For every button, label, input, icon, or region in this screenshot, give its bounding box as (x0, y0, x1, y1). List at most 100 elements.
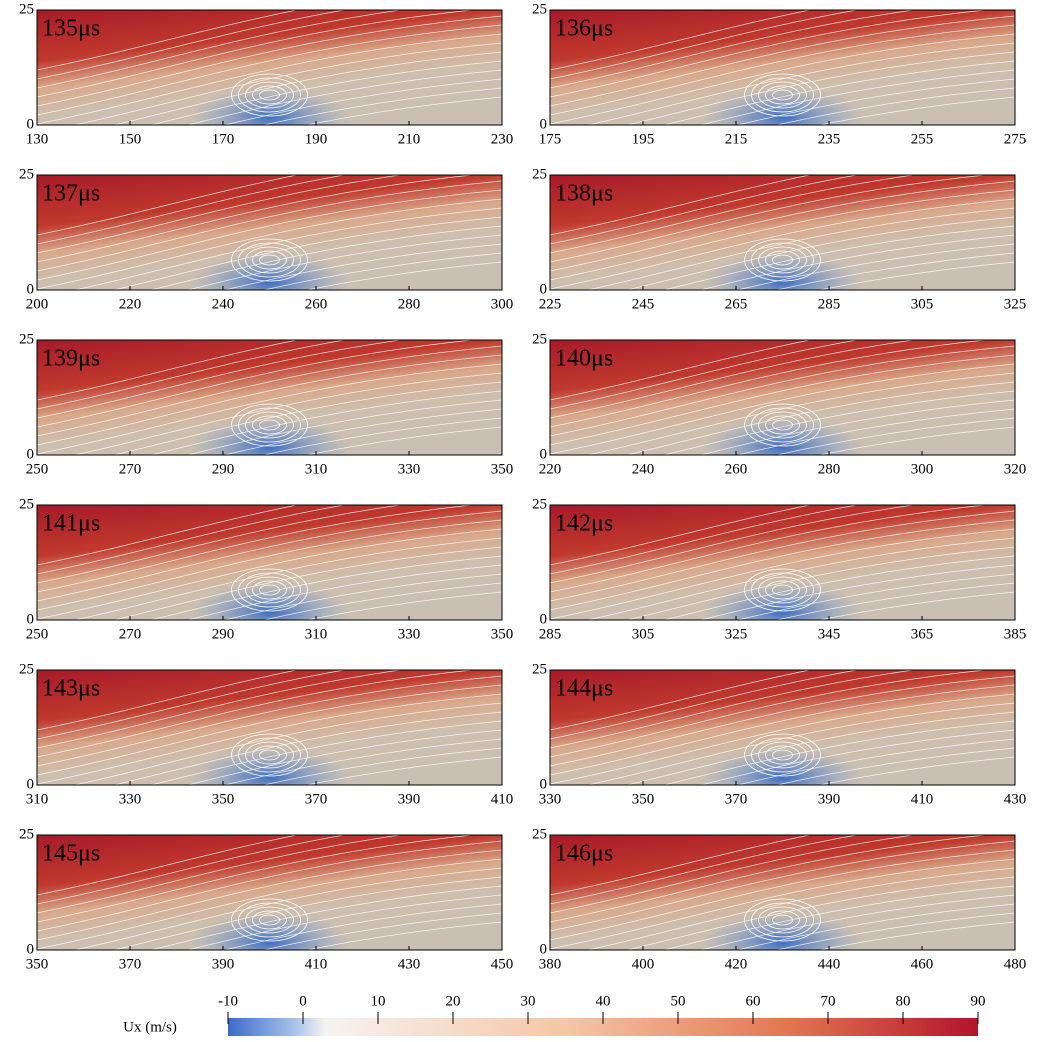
x-tick-label: 350 (491, 626, 514, 642)
y-tick-label: 25 (19, 826, 34, 842)
streamline (37, 340, 404, 419)
streamline (37, 519, 502, 611)
streamline (223, 78, 502, 125)
streamline (37, 835, 347, 905)
vortex-streamline (751, 572, 814, 608)
panel-frame (549, 339, 1016, 456)
x-tick-label: 410 (491, 791, 514, 807)
x-tick-label: 480 (1004, 956, 1027, 972)
vortex-streamline (751, 77, 814, 113)
streamline (37, 354, 502, 446)
y-tick-label: 0 (27, 611, 35, 627)
streamline (550, 670, 860, 740)
x-tick-label: 175 (539, 131, 562, 147)
x-tick-label: 260 (725, 461, 748, 477)
vortex-streamline (231, 733, 308, 777)
x-tick-label: 320 (1004, 461, 1027, 477)
x-tick-label: 270 (119, 626, 142, 642)
streamline (550, 10, 812, 71)
vortex-streamline (252, 250, 287, 270)
streamline (37, 363, 502, 455)
x-tick-label: 400 (632, 956, 655, 972)
x-tick-label: 350 (491, 461, 514, 477)
colorbar-tick-label: 50 (671, 993, 686, 1009)
vortex-streamline (744, 403, 821, 447)
streamline (775, 417, 1015, 455)
vortex-streamline (758, 741, 807, 769)
streamline (37, 849, 502, 941)
x-tick-label: 305 (911, 296, 934, 312)
vortex-streamline (772, 254, 793, 266)
vortex-streamline (751, 902, 814, 938)
streamline (625, 381, 1015, 455)
streamline (112, 876, 502, 950)
streamline (37, 180, 502, 272)
x-tick-label: 325 (725, 626, 748, 642)
streamline (37, 675, 502, 767)
colorbar-tick-label: -10 (218, 993, 238, 1009)
y-tick-label: 0 (540, 611, 548, 627)
colorbar-tick-label: 0 (299, 993, 307, 1009)
vortex-streamline (231, 568, 308, 612)
vortex-streamline (231, 403, 308, 447)
streamline (223, 408, 502, 455)
streamline (37, 175, 404, 254)
vortex-streamline (772, 419, 793, 431)
x-tick-label: 460 (911, 956, 934, 972)
vortex-streamline (758, 81, 807, 109)
y-tick-label: 0 (540, 446, 548, 462)
y-tick-label: 25 (532, 166, 547, 182)
y-tick-label: 25 (532, 1, 547, 17)
time-label: 135μs (42, 16, 100, 42)
streamline (817, 96, 1015, 125)
vortex-streamline (252, 580, 287, 600)
streamline (37, 175, 347, 245)
streamline (550, 670, 989, 758)
vortex-streamline (765, 580, 800, 600)
x-tick-label: 215 (725, 131, 748, 147)
streamline (149, 60, 502, 125)
vortex-streamline (245, 411, 294, 439)
colorbar-tick-label: 20 (446, 993, 461, 1009)
vortex-streamline (765, 745, 800, 765)
vortex-streamline (765, 85, 800, 105)
x-tick-label: 265 (725, 296, 748, 312)
streamline (550, 849, 1015, 941)
panel-frame (36, 834, 503, 951)
x-tick-label: 190 (305, 131, 328, 147)
streamline (262, 912, 502, 950)
vortex-streamline (252, 415, 287, 435)
x-tick-label: 255 (911, 131, 934, 147)
y-tick-label: 25 (532, 331, 547, 347)
x-tick-label: 250 (26, 626, 49, 642)
x-tick-label: 210 (398, 131, 421, 147)
y-tick-label: 25 (19, 331, 34, 347)
streamline (149, 225, 502, 290)
vortex-streamline (744, 898, 821, 942)
streamline (37, 670, 476, 758)
vortex-streamline (772, 914, 793, 926)
vortex-streamline (245, 81, 294, 109)
streamline (550, 175, 812, 236)
colorbar-tick-label: 60 (746, 993, 761, 1009)
streamline (37, 670, 404, 749)
vortex-streamline (252, 910, 287, 930)
streamline (817, 591, 1015, 620)
y-tick-label: 25 (19, 661, 34, 677)
streamline (736, 78, 1015, 125)
streamline (550, 510, 1015, 602)
x-tick-label: 290 (212, 626, 235, 642)
x-tick-label: 365 (911, 626, 934, 642)
vortex-streamline (758, 411, 807, 439)
streamline (149, 555, 502, 620)
x-tick-label: 300 (911, 461, 934, 477)
streamline (37, 340, 347, 410)
x-tick-label: 260 (305, 296, 328, 312)
x-tick-label: 285 (818, 296, 841, 312)
field (37, 175, 502, 290)
streamline (37, 670, 347, 740)
vortex-streamline (231, 73, 308, 117)
streamline (37, 835, 404, 914)
colorbar (228, 1018, 978, 1036)
